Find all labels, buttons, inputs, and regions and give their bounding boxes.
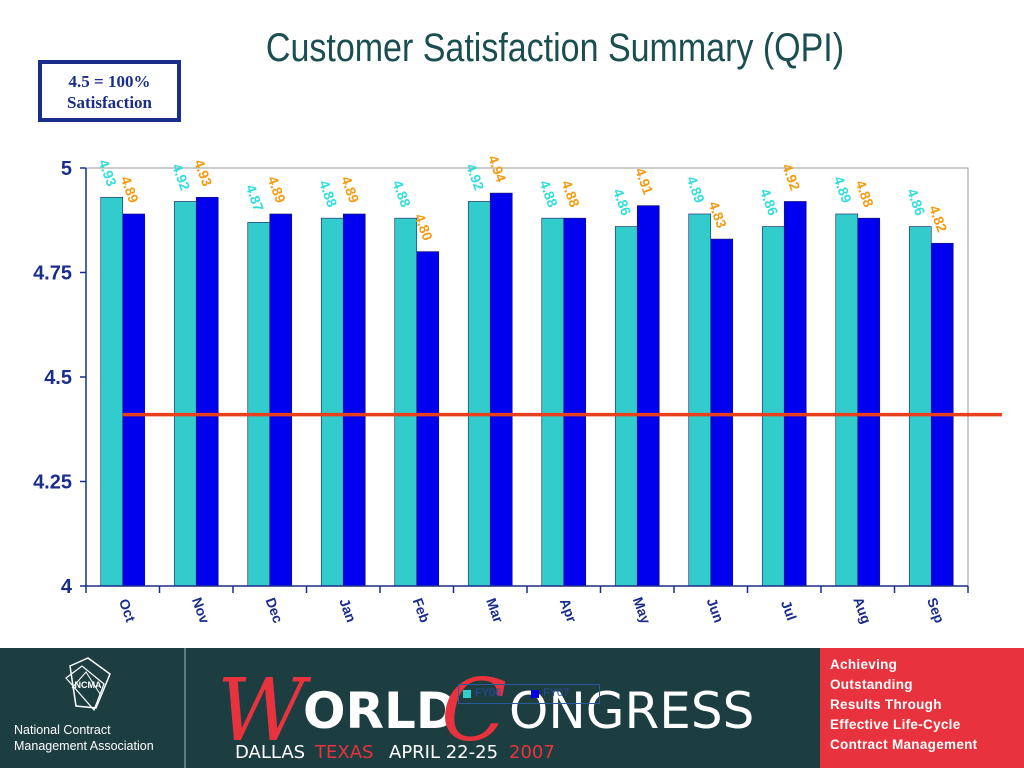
bar-apr-s1 (541, 217, 565, 587)
tagline-line: Results Through (830, 697, 942, 712)
wc-orld: ORLD (303, 682, 457, 740)
bar-mar-s2 (489, 192, 513, 587)
legend-label-fy06: FY06 (475, 687, 502, 699)
bar-sep-s1 (908, 226, 932, 587)
bar-chart: 44.254.54.755 4.934.89 4.924.934.874.89 4.… (33, 153, 1002, 626)
ncma-emblem-icon: NCMA (65, 657, 111, 712)
legend-swatch-fy06 (463, 690, 471, 698)
x-category-label: Oct (116, 597, 139, 625)
x-category-label: May (630, 595, 654, 626)
y-tick-label: 4.25 (33, 472, 72, 494)
note-line-1: 4.5 = 100% (68, 72, 151, 91)
ncma-logo-panel: NCMA National Contract Management Associ… (0, 648, 184, 768)
y-tick-label: 5 (61, 158, 72, 180)
x-category-label: Sep (924, 595, 948, 625)
bar-nov-s1 (173, 201, 197, 587)
bar-feb-s1 (394, 217, 418, 587)
bars-group (100, 192, 954, 587)
footer-divider (184, 648, 186, 768)
bar-may-s1 (614, 226, 638, 587)
plot-area (85, 167, 969, 587)
ncma-name-line-2: Management Association (14, 739, 154, 753)
bar-dec-s1 (247, 222, 271, 587)
plot-frame (85, 167, 969, 587)
y-tick-label: 4.5 (44, 367, 72, 389)
y-tick-label: 4.75 (33, 263, 72, 285)
x-category-label: Jan (336, 596, 359, 624)
tagline: Achieving Outstanding Results Through Ef… (830, 655, 977, 755)
bar-jan-s1 (320, 217, 344, 587)
ncma-name-line-1: National Contract (14, 723, 111, 737)
ncma-org-name: National Contract Management Association (14, 722, 180, 754)
bar-oct-s1 (100, 196, 124, 587)
tagline-panel: Achieving Outstanding Results Through Ef… (820, 648, 1024, 768)
bar-jul-s1 (761, 226, 785, 587)
legend-label-fy07: FY07 (543, 687, 570, 699)
bar-aug-s1 (835, 213, 859, 587)
chart-title: Customer Satisfaction Summary (QPI) (265, 26, 845, 70)
bar-apr-s2 (563, 217, 587, 587)
wc-script-c: C (441, 661, 507, 761)
bar-jul-s2 (783, 201, 807, 587)
wc-state: TEXAS (314, 742, 373, 763)
wc-city: DALLAS (235, 742, 305, 763)
wc-dates: APRIL 22-25 (389, 742, 498, 763)
x-category-label: Dec (263, 595, 287, 625)
bar-may-s2 (636, 205, 660, 587)
bar-nov-s2 (195, 196, 219, 587)
x-axis: Oct Nov Dec Jan Feb Mar Apr May Jun Jul Aug Sep (85, 585, 969, 626)
tagline-line: Outstanding (830, 677, 913, 692)
world-congress-logo: W ORLD C ONGRESS DALLAS TEXAS APRIL 22-2… (217, 661, 754, 763)
tagline-line: Contract Management (830, 737, 978, 752)
bar-jun-s2 (710, 238, 734, 587)
note-line-2: Satisfaction (67, 93, 152, 112)
bar-mar-s1 (467, 201, 491, 587)
bar-jan-s2 (342, 213, 366, 587)
ncma-abbr: NCMA (75, 680, 102, 690)
tagline-line: Effective Life-Cycle (830, 717, 961, 732)
wc-year: 2007 (509, 742, 555, 763)
bar-jun-s1 (688, 213, 712, 587)
chart-legend: FY06 FY07 (458, 684, 600, 704)
x-category-label: Feb (410, 596, 434, 625)
bar-oct-s2 (122, 213, 146, 587)
legend-swatch-fy07 (531, 690, 539, 698)
x-category-label: Mar (483, 596, 507, 625)
bar-feb-s2 (416, 251, 440, 587)
satisfaction-note-box: 4.5 = 100% Satisfaction (38, 60, 181, 122)
x-category-label: Apr (557, 596, 580, 625)
tagline-line: Achieving (830, 657, 898, 672)
footer-banner: NCMA National Contract Management Associ… (0, 648, 1024, 768)
x-category-label: Jun (704, 596, 728, 625)
wc-script-w: W (217, 661, 312, 761)
x-category-label: Aug (850, 595, 874, 626)
x-category-label: Nov (189, 595, 213, 626)
bar-dec-s2 (269, 213, 293, 587)
y-tick-label: 4 (61, 576, 73, 598)
bar-aug-s2 (857, 217, 881, 587)
y-axis: 4 4.25 4.5 4.75 5 (33, 158, 87, 598)
wc-ongress: ONGRESS (509, 682, 754, 740)
x-category-label: Jul (778, 598, 800, 622)
